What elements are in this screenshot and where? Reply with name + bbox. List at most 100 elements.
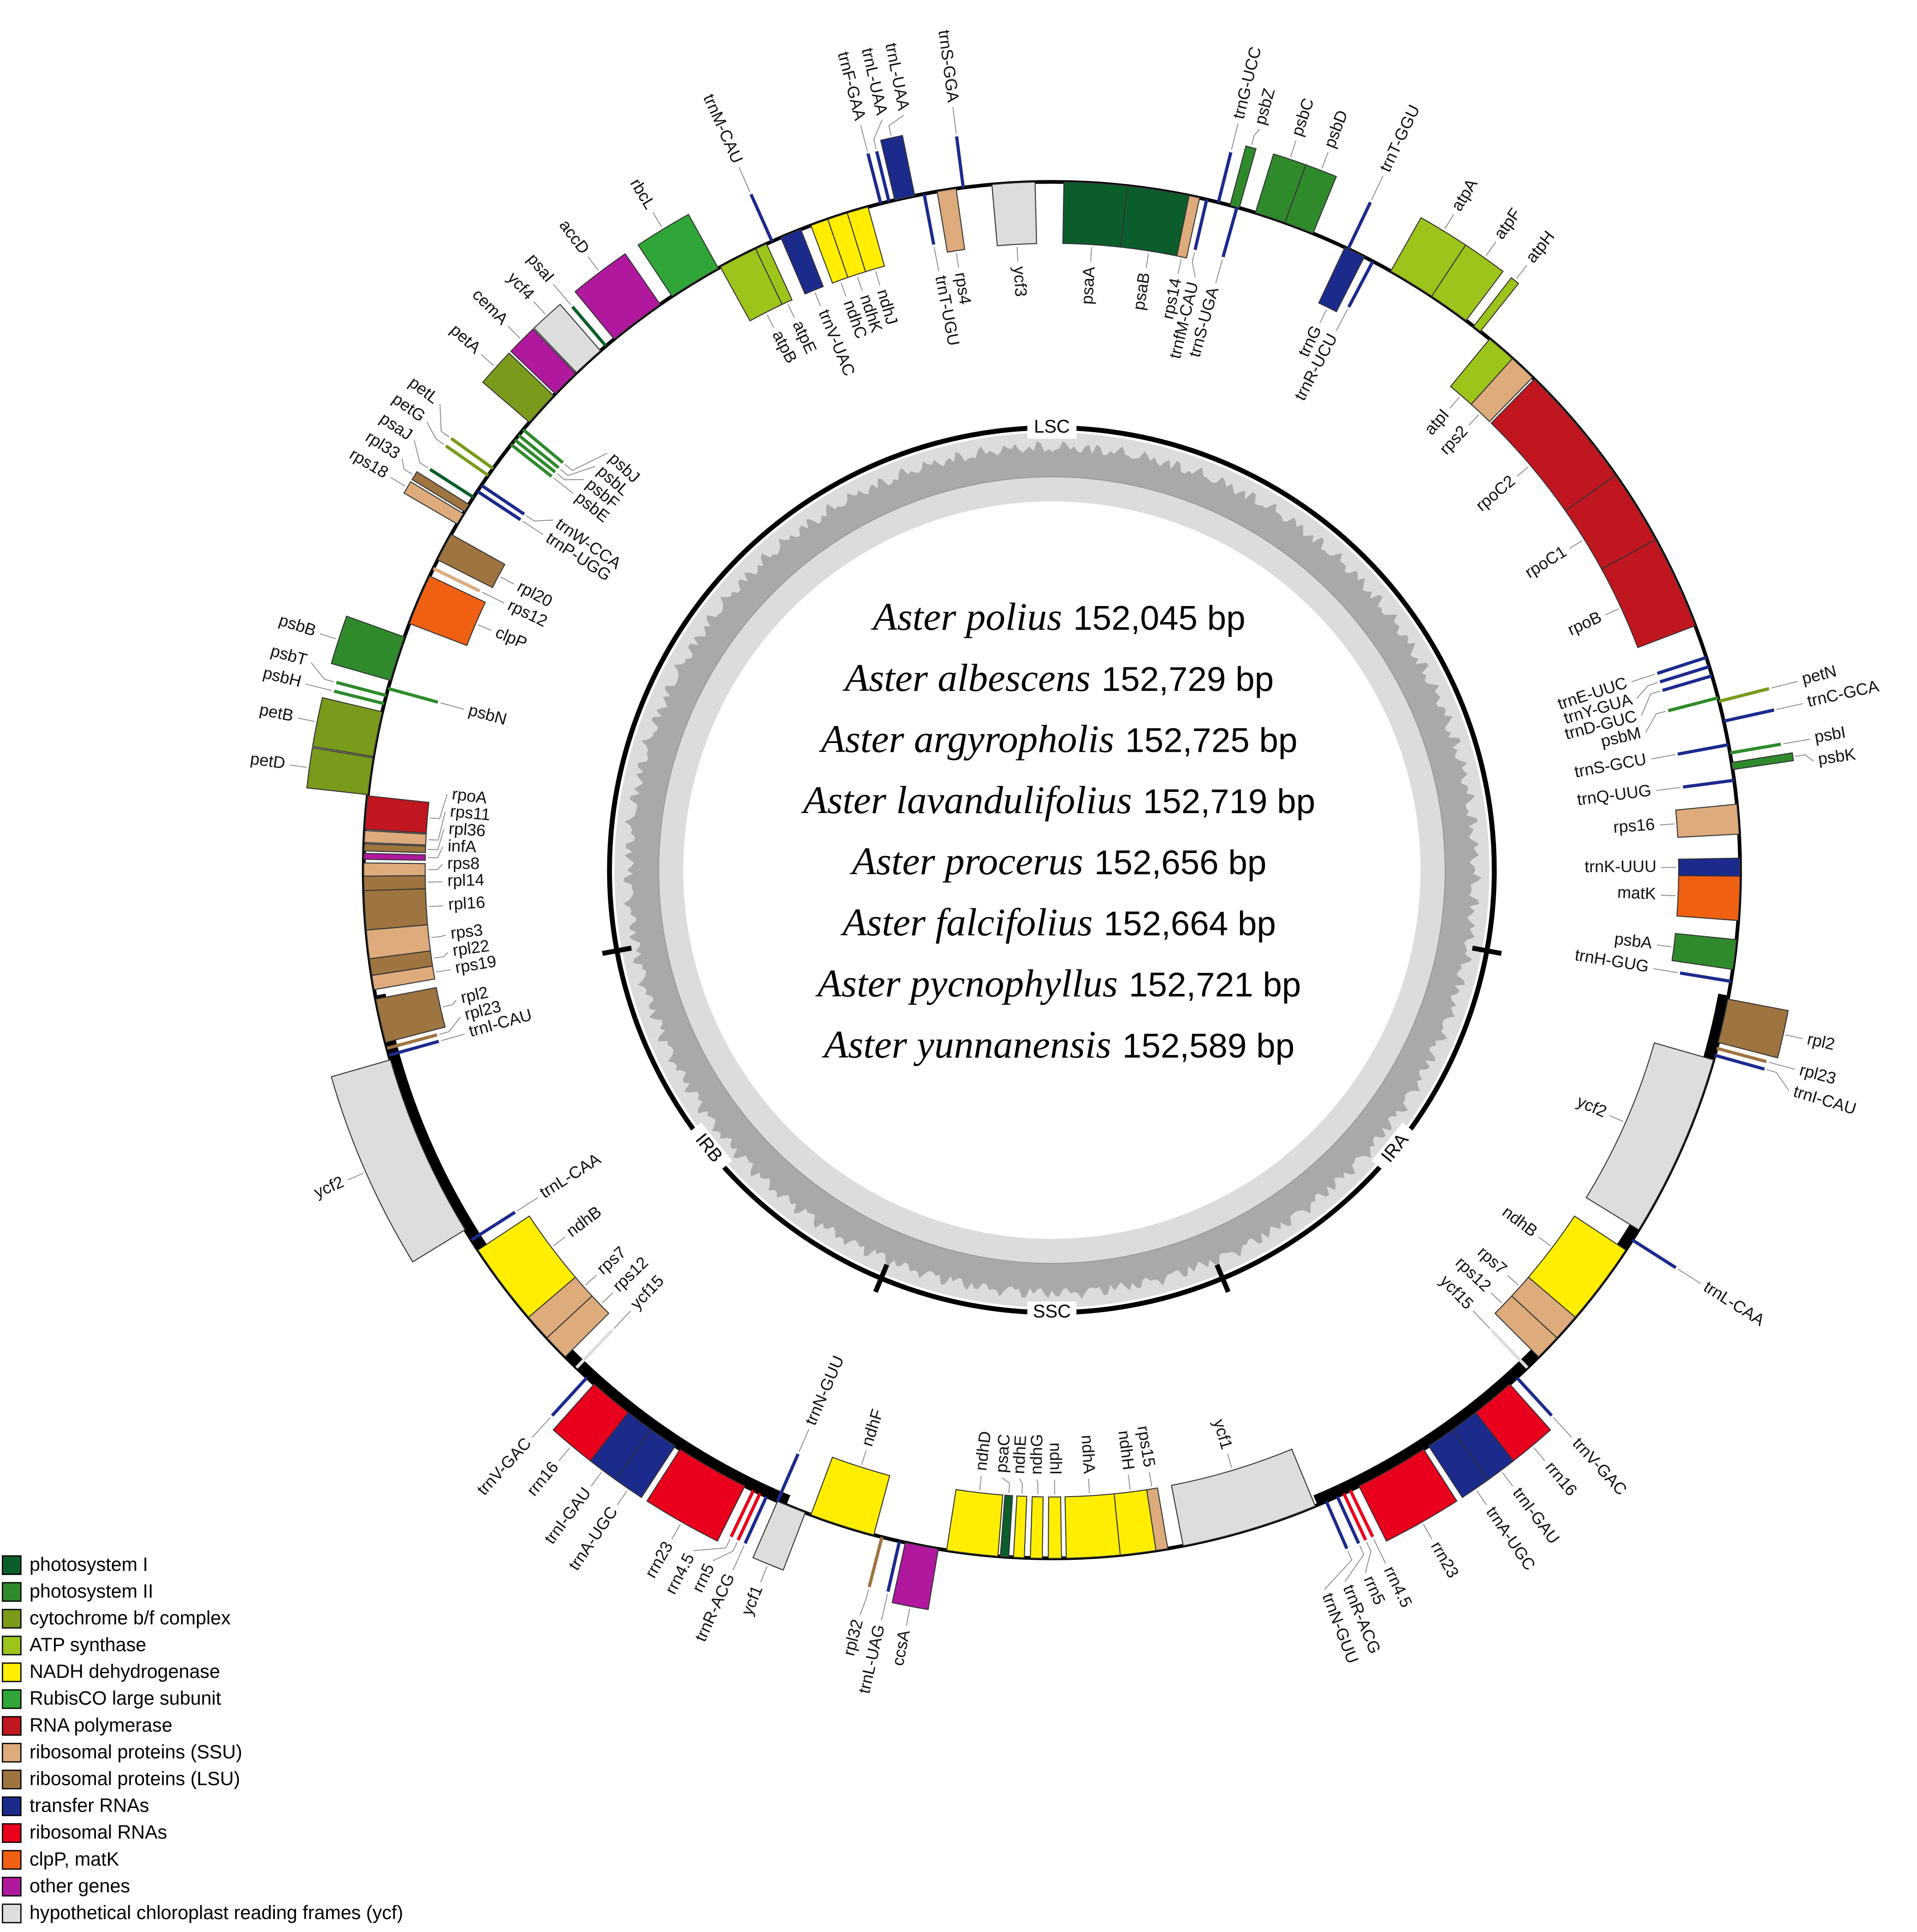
gene-block [363,888,428,931]
gene-label: rpoC1 [1521,542,1570,582]
gene-feature [1714,1053,1765,1071]
gene-feature [776,1453,800,1502]
legend-swatch [1,1823,22,1843]
gene-block [403,481,464,525]
gene-block [1171,1448,1316,1546]
gene-label: infA [447,836,477,856]
gene-label: ycf2 [1574,1092,1610,1121]
legend-label: clpP, matK [30,1849,119,1870]
gene-label: ycf1 [737,1583,766,1618]
gene-block [510,328,576,395]
leader-line [956,253,959,268]
gene-block [1013,1495,1027,1558]
leader-line [560,465,596,476]
gene-block [810,1456,890,1536]
gene-label: ndhI [1046,1443,1065,1475]
gene-block [363,853,426,861]
gene-label: matK [1617,882,1656,903]
leader-line [798,1429,809,1452]
leader-line [591,1472,602,1486]
leader-line [526,515,553,522]
leader-line [906,1608,910,1626]
region-label-group: LSC [1027,416,1077,439]
region-label-box [684,1122,732,1175]
region-label: LSC [1034,416,1070,437]
gene-block [1229,145,1257,209]
gene-label: ndhB [1499,1202,1541,1240]
leader-line [1502,1472,1513,1486]
gene-label: trnL-CAA [536,1149,604,1202]
gene-block [891,1542,939,1611]
gene-feature [749,193,774,242]
gene-block [363,830,427,846]
gene-feature [1324,1500,1348,1550]
gene-label: rpl14 [447,870,485,890]
gene-label: trnS-GCU [1573,749,1648,781]
gene-label: rrn23 [1427,1538,1463,1581]
leader-line [1423,1524,1432,1540]
gene-label: rpl2 [1805,1029,1837,1053]
gene-block [1731,752,1794,770]
leader-line [952,107,957,134]
gene-label: trnL-CAA [1700,1277,1768,1330]
leader-line [442,999,457,1008]
leader-line [428,811,446,841]
leader-line [1776,703,1803,710]
gene-block [1473,277,1519,333]
leader-line [1653,968,1678,973]
gene-block [1678,857,1741,877]
gene-label: rrn16 [522,1457,562,1499]
legend-swatch [1,1742,22,1763]
genome-line: Aster yunnanensis 152,589 bp [822,1022,1294,1066]
leader-line [1177,259,1182,274]
leader-line [1569,540,1583,549]
region-label-box [1371,1122,1420,1175]
gene-feature [1335,1496,1360,1544]
gene-feature [730,1489,755,1538]
leader-line [1371,175,1384,201]
legend-label: photosystem II [30,1581,154,1602]
species-name: Aster argyropholis [819,717,1115,761]
gene-block [331,1059,466,1263]
gene-block [363,843,427,853]
region-boundary [873,1264,890,1293]
leader-line [430,794,448,820]
leader-line [1656,944,1672,947]
leader-line [766,314,774,328]
genome-size: 152,721 bp [1129,965,1301,1004]
gene-label: ycf2 [311,1172,347,1201]
leader-line [1215,259,1223,283]
gene-label: cemA [469,285,512,328]
legend-swatch [1,1903,22,1924]
leader-line [427,846,444,858]
leader-line [933,247,939,272]
gene-block [1176,195,1200,259]
leader-line [439,1017,461,1035]
gene-label: psaA [1077,266,1098,305]
leader-line [861,1450,867,1465]
gene-label: trnK-UUU [1585,856,1656,876]
gene-label: petD [249,749,286,773]
species-name: Aster procerus [850,839,1083,883]
gene-block [552,1383,629,1462]
leader-line [1344,1545,1365,1582]
leader-line [481,354,494,366]
leader-line [1019,1479,1023,1494]
leader-line [840,282,847,297]
gene-block [1318,246,1365,313]
leader-line [507,326,521,339]
gene-feature [480,484,525,516]
gene-feature [517,434,560,469]
legend-label: other genes [30,1875,130,1896]
gc-mid-line [658,476,1446,1264]
gene-label: rps11 [449,802,491,824]
leader-line [1365,1542,1371,1573]
leader-line [1553,1417,1572,1438]
gene-feature [388,1040,439,1057]
gene-feature [333,690,385,706]
legend-label: photosystem I [30,1554,148,1575]
gene-label: atpH [1522,227,1558,266]
species-name: Aster lavandulifolius [801,779,1132,822]
gene-label: rps8 [447,854,480,873]
